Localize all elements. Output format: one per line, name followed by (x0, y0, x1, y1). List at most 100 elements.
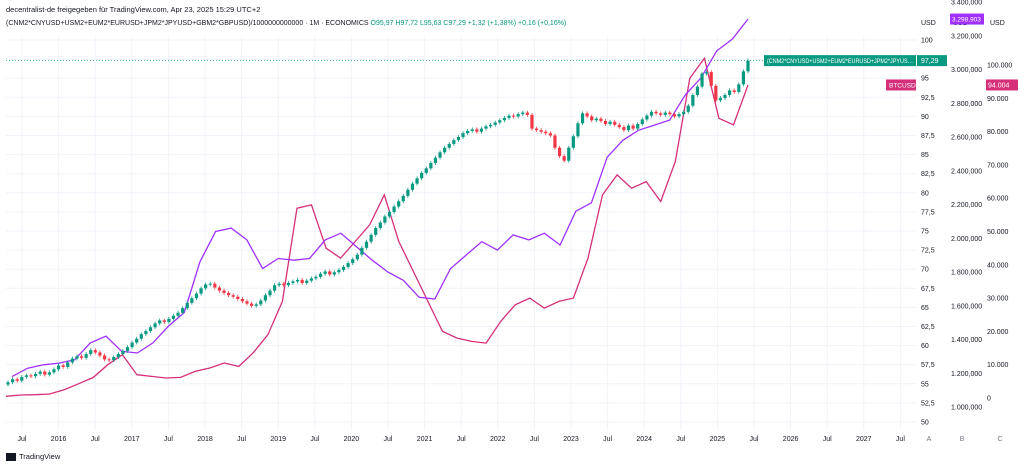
axis-c-tick-label: 10.000 (987, 362, 1009, 369)
candle-body (61, 365, 65, 367)
candle-body (15, 379, 19, 381)
candle-body (10, 379, 15, 383)
axis-c-tick-label: 50.000 (987, 229, 1009, 236)
axis-a-tick-label: 57,5 (921, 362, 935, 369)
candle-body (38, 371, 42, 374)
axis-a-tick-label: 77,5 (921, 209, 935, 216)
candle-body (199, 288, 203, 294)
candle-body (603, 120, 608, 125)
candle-body (66, 362, 70, 367)
x-axis-tick-label: 2020 (344, 436, 360, 443)
candle-body (636, 124, 640, 129)
x-axis-tick-label: Jul (457, 436, 466, 443)
candle-body (631, 125, 635, 129)
axis-c-tick-label: 40.000 (987, 262, 1009, 269)
x-axis-tick-label: 2027 (856, 436, 872, 443)
candle-body (263, 295, 267, 301)
x-axis-tick-label: 2019 (270, 436, 286, 443)
candle-body (47, 372, 51, 375)
candle-body (397, 201, 401, 207)
candle-body (213, 283, 217, 288)
candle-body (456, 137, 461, 141)
candle-body (314, 276, 318, 279)
candle-body (654, 111, 658, 114)
axis-b-tick-label: 3.200,000 (951, 33, 982, 40)
candle-body (672, 114, 677, 117)
axis-a-tick-label: 95 (921, 76, 929, 83)
chart-attribution: decentralist-de freigegeben für TradingV… (6, 5, 261, 14)
x-axis-tick-label: Jul (310, 436, 319, 443)
x-axis-tick-label: Jul (676, 436, 685, 443)
axis-a-tick-label: 82,5 (921, 171, 935, 178)
candle-body (433, 157, 438, 164)
candle-body (272, 285, 277, 291)
candle-body (181, 308, 185, 313)
axis-a-tick-label: 62,5 (921, 324, 935, 331)
candle-body (640, 119, 644, 125)
x-axis-tick-label: 2021 (417, 436, 433, 443)
candle-body (585, 113, 589, 117)
candle-body (190, 298, 194, 303)
candle-body (309, 278, 313, 281)
ohlc-values: O95,97 H97,72 L95,63 C97,29 +1,32 (+1,38… (370, 20, 567, 27)
candle-body (553, 135, 557, 148)
x-axis-tick-label: 2026 (783, 436, 799, 443)
axis-a-tick-label: 50 (921, 420, 929, 427)
candle-body (93, 350, 97, 353)
candle-body (534, 128, 539, 131)
x-axis-tick-label: 2016 (51, 436, 67, 443)
axis-a-tick-label: 85 (921, 152, 929, 159)
candle-body (346, 263, 350, 267)
candle-body (29, 375, 33, 377)
symbol-name[interactable]: (CNM2*CNYUSD+USM2+EUM2*EURUSD+JPM2*JPYUS… (6, 20, 369, 27)
candle-body (305, 280, 309, 283)
candle-body (240, 298, 245, 302)
x-axis-tick-label: Jul (164, 436, 173, 443)
candle-body (677, 114, 681, 117)
candle-body (613, 121, 617, 125)
candle-body (705, 72, 709, 74)
candle-body (337, 269, 341, 273)
candle-body (291, 281, 295, 283)
candle-body (461, 133, 465, 138)
axis-b-tick-label: 3.400,000 (951, 0, 982, 7)
candle-body (415, 178, 419, 184)
candle-body (112, 357, 116, 361)
x-axis-tick-label: 2025 (710, 436, 726, 443)
candle-body (539, 130, 543, 132)
candle-body (282, 283, 286, 286)
symbol-legend[interactable]: (CNM2*CNYUSD+USM2+EUM2*EURUSD+JPM2*JPYUS… (6, 20, 566, 27)
candle-body (521, 112, 525, 115)
axis-a-tick-label: 92,5 (921, 95, 935, 102)
candle-body (622, 127, 626, 131)
candle-body (723, 95, 727, 99)
btc-symbol-tag (886, 79, 916, 91)
candle-body (33, 373, 38, 377)
candle-body (447, 143, 451, 148)
candle-body (328, 271, 332, 275)
x-axis-tick-label: Jul (91, 436, 100, 443)
b-price-tag (950, 13, 984, 25)
candle-body (167, 318, 171, 322)
candle-body (236, 296, 240, 299)
candle-body (277, 283, 281, 286)
candle-body (176, 312, 180, 316)
axis-c-tick-label: 100.000 (987, 63, 1012, 70)
axis-b-tick-label: 1.400,000 (951, 337, 982, 344)
candle-body (355, 254, 359, 260)
candle-body (511, 115, 516, 117)
axis-a-currency: USD (921, 20, 936, 27)
candle-body (475, 129, 479, 132)
x-axis-tick-label: 2017 (124, 436, 140, 443)
x-axis-tick-label: Jul (18, 436, 27, 443)
axis-c-tick-label: 20.000 (987, 329, 1009, 336)
axis-b-tick-label: 2.800,000 (951, 101, 982, 108)
axis-b-tick-label: 1.800,000 (951, 270, 982, 277)
candle-body (332, 272, 336, 275)
x-axis-tick-label: Jul (384, 436, 393, 443)
candle-body (406, 189, 410, 196)
candle-body (424, 168, 428, 173)
candle-body (43, 371, 47, 375)
axis-a-tick-label: 60 (921, 343, 929, 350)
